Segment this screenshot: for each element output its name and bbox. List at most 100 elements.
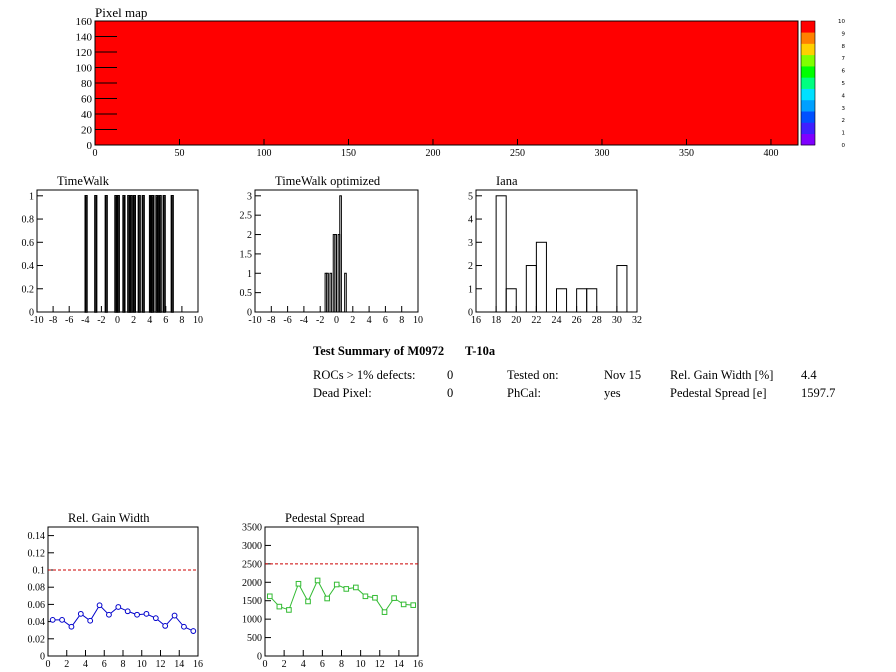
hist-2-xtick-label: 20: [511, 315, 521, 326]
line-1-xtick-label: 4: [301, 659, 306, 670]
hist-1-xtick-label: -10: [248, 315, 261, 326]
hist-2-xtick-label: 16: [471, 315, 481, 326]
line-0-xtick-label: 6: [102, 659, 107, 670]
line-1-point: [276, 603, 283, 610]
hist-1-ytick-label: 0: [247, 308, 252, 319]
palette-swatch: [801, 88, 815, 101]
line-0-point: [49, 616, 56, 623]
hist-0-ytick-label: 0: [29, 308, 34, 319]
palette-swatch: [801, 66, 815, 78]
line-1-xtick-label: 2: [282, 659, 287, 670]
hist-0-xtick-label: 2: [131, 315, 136, 326]
line-0-xtick-label: 14: [174, 659, 184, 670]
hist-1-ytick-label: 0.5: [240, 288, 253, 299]
hist-0-xtick-label: -10: [30, 315, 43, 326]
line-1-point: [391, 595, 397, 601]
line-1-point: [314, 577, 321, 584]
line-0-xtick-label: 2: [64, 659, 69, 670]
hist-0-bar: [137, 195, 141, 313]
palette-tick-label: 9: [842, 31, 846, 37]
hist-0-bar: [148, 195, 153, 313]
summary-value-tested: Nov 15: [604, 368, 642, 382]
pixel-map-ytick-label: 140: [76, 32, 93, 44]
line-0-xtick-label: 4: [83, 659, 88, 670]
palette-tick-label: 1: [842, 131, 846, 137]
line-0-ytick-label: 0: [40, 652, 45, 663]
hist-0-bar: [129, 195, 133, 313]
hist-1-bar: [326, 272, 329, 313]
palette-tick-label: 5: [842, 81, 846, 87]
line-0-title: Rel. Gain Width: [68, 511, 150, 525]
line-0-point: [190, 628, 197, 634]
line-0-ytick-label: 0.02: [28, 634, 46, 645]
line-1-point: [333, 581, 340, 588]
pixel-map-ytick-label: 80: [81, 78, 93, 90]
palette-swatch: [801, 32, 815, 44]
hist-2-ytick-label: 1: [468, 284, 473, 295]
palette-swatch: [801, 99, 815, 112]
line-1-xtick-label: 8: [339, 659, 344, 670]
hist-2-bar: [535, 241, 547, 313]
hist-2-xtick-label: 30: [612, 315, 622, 326]
palette-tick-label: 2: [842, 118, 846, 124]
palette-tick-label: 0: [842, 143, 846, 149]
hist-0-bar: [116, 195, 120, 313]
palette-swatch: [801, 133, 815, 146]
line-1-point: [266, 593, 273, 600]
hist-2-bar: [495, 195, 507, 313]
hist-0-bar: [158, 195, 162, 313]
line-0-frame: [47, 526, 199, 657]
pixel-map-ytick-label: 60: [81, 94, 93, 106]
pixel-map-xtick-label: 350: [679, 148, 694, 159]
summary-module: Test Summary of M0972: [313, 344, 445, 358]
palette-swatch: [801, 43, 815, 56]
pixel-map-ytick-label: 20: [81, 125, 93, 137]
pixel-map-xtick-label: 250: [510, 148, 525, 159]
line-0-ytick-label: 0.14: [28, 531, 46, 542]
line-1-series: [269, 579, 414, 614]
hist-2-ytick-label: 4: [468, 215, 473, 226]
hist-1-xtick-label: 6: [383, 315, 388, 326]
summary-value-gain: 4.4: [801, 368, 817, 382]
summary-value-pedestal: 1597.7: [801, 386, 836, 400]
hist-0-bar: [132, 195, 137, 313]
palette-tick-label: 4: [842, 93, 846, 99]
pixel-map-xtick-label: 200: [425, 148, 440, 159]
hist-2-xtick-label: 18: [491, 315, 501, 326]
summary-value-phcal: yes: [604, 386, 621, 400]
hist-0-bar: [151, 195, 155, 313]
summary-value-dead: 0: [447, 386, 454, 400]
palette-swatch: [801, 21, 815, 33]
hist-2-ytick-label: 0: [468, 308, 473, 319]
line-1-point: [305, 598, 311, 605]
hist-1-ytick-label: 2: [247, 230, 252, 241]
hist-0-ytick-label: 0.4: [22, 261, 35, 272]
hist-1-xtick-label: 10: [413, 315, 423, 326]
pixel-map-ytick-label: 40: [81, 109, 93, 121]
hist-0-title: TimeWalk: [57, 174, 110, 188]
summary-label-phcal: PhCal:: [507, 386, 542, 400]
hist-0-bar: [104, 195, 108, 313]
line-1-ytick-label: 3500: [242, 523, 262, 534]
hist-0-ytick-label: 0.6: [22, 238, 35, 249]
palette-tick-label: 7: [842, 56, 846, 62]
palette-swatch: [801, 54, 815, 67]
hist-1-bar: [329, 272, 333, 313]
hist-2-xtick-label: 32: [632, 315, 642, 326]
hist-1-xtick-label: -2: [316, 315, 324, 326]
palette-tick-label: 10: [838, 19, 845, 25]
line-1-point: [353, 584, 359, 591]
summary-test: T-10a: [465, 344, 496, 358]
summary-title: Test Summary of M0972 T-10a: [313, 344, 513, 359]
pixel-map-xtick-label: 400: [763, 148, 778, 159]
line-1-point: [372, 594, 378, 601]
hist-1-ytick-label: 1.5: [240, 249, 253, 260]
hist-1-bar: [339, 195, 342, 313]
pixel-map-ytick-label: 160: [76, 16, 93, 28]
line-0-xtick-label: 16: [193, 659, 203, 670]
line-1-point: [343, 586, 350, 592]
line-1-point: [362, 593, 369, 600]
hist-1-xtick-label: 0: [334, 315, 339, 326]
hist-1-ytick-label: 1: [247, 269, 252, 280]
